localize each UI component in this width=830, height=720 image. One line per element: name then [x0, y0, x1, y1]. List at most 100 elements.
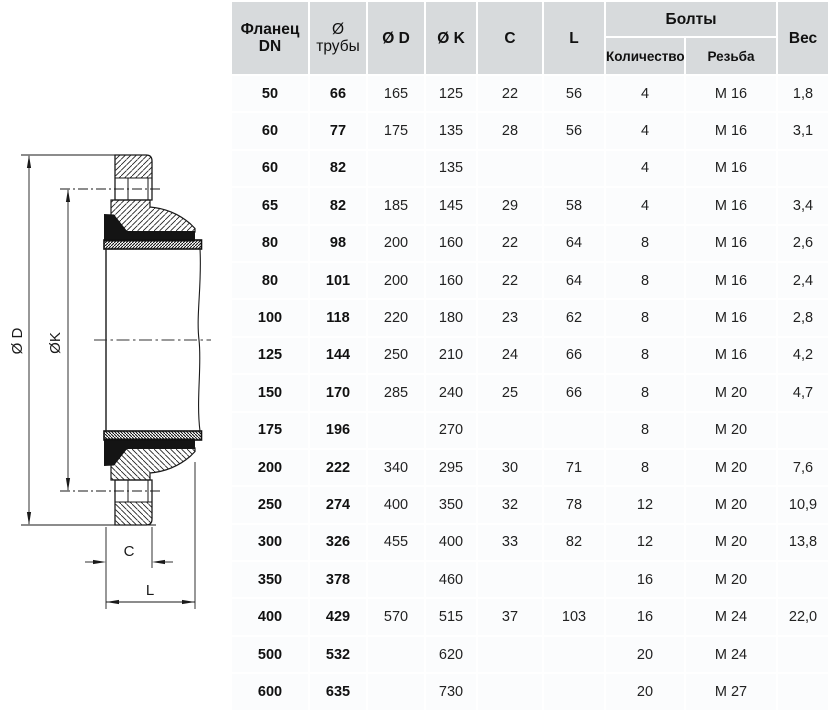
col-header-bolt-thread: Резьба [686, 38, 776, 74]
table-cell: 400 [368, 487, 424, 523]
table-row: 300 326 455 400 33 82 12 M 20 13,8 [232, 524, 828, 561]
table-cell: 12 [606, 524, 684, 561]
col-header-flange-line1: Фланец [240, 21, 300, 38]
table-row: 250 274 400 350 32 78 12 M 20 10,9 [232, 487, 828, 523]
table-cell: 8 [606, 375, 684, 411]
table-cell [544, 150, 604, 187]
table-row: 50 66 165 125 22 56 4 M 16 1,8 [232, 76, 828, 112]
col-header-c: C [478, 2, 542, 74]
table-cell: 7,6 [778, 449, 828, 486]
table-cell: 125 [426, 76, 476, 112]
table-cell: 730 [426, 674, 476, 710]
table-cell: 66 [544, 337, 604, 374]
table-cell: 80 [232, 225, 308, 261]
table-cell: 12 [606, 487, 684, 523]
table-cell: 3,1 [778, 113, 828, 149]
table-cell: 326 [310, 524, 366, 561]
table-cell [368, 636, 424, 673]
table-cell: 4 [606, 76, 684, 112]
table-cell: M 16 [686, 225, 776, 261]
table-header: Фланец DN Ø трубы Ø D Ø K C L Болты Вес … [232, 2, 828, 74]
table-cell: 64 [544, 225, 604, 261]
table-cell: 340 [368, 449, 424, 486]
table-cell: M 20 [686, 524, 776, 561]
table-row: 100 118 220 180 23 62 8 M 16 2,8 [232, 300, 828, 336]
dimension-l [106, 462, 196, 609]
table-cell: 4 [606, 113, 684, 149]
table-cell: 180 [426, 300, 476, 336]
table-cell: 144 [310, 337, 366, 374]
flange-section-drawing: Ø D ØK C L [9, 154, 211, 609]
table-cell: 250 [232, 487, 308, 523]
table-cell: 500 [232, 636, 308, 673]
table-cell [778, 150, 828, 187]
table-cell: 16 [606, 599, 684, 635]
table-cell: 37 [478, 599, 542, 635]
table-cell: 20 [606, 636, 684, 673]
table-cell [478, 674, 542, 710]
table-cell: M 20 [686, 449, 776, 486]
dimension-od [21, 154, 156, 526]
table-cell: 2,8 [778, 300, 828, 336]
pipe-section [94, 248, 211, 432]
table-cell: 210 [426, 337, 476, 374]
table-row: 60 82 135 4 M 16 [232, 150, 828, 187]
table-cell: 33 [478, 524, 542, 561]
table-row: 125 144 250 210 24 66 8 M 16 4,2 [232, 337, 828, 374]
flange-upper-section [103, 154, 203, 250]
table-cell: 56 [544, 113, 604, 149]
table-cell: 240 [426, 375, 476, 411]
table-row: 60 77 175 135 28 56 4 M 16 3,1 [232, 113, 828, 149]
table-cell: M 16 [686, 300, 776, 336]
table-cell: 160 [426, 262, 476, 299]
table-cell: 270 [426, 412, 476, 448]
table-cell: 165 [368, 76, 424, 112]
table-row: 65 82 185 145 29 58 4 M 16 3,4 [232, 188, 828, 224]
col-header-pipe-line1: Ø [331, 21, 345, 38]
table-cell: M 16 [686, 337, 776, 374]
table-cell: M 20 [686, 412, 776, 448]
table-cell: 125 [232, 337, 308, 374]
table-cell: 82 [310, 188, 366, 224]
table-cell: 455 [368, 524, 424, 561]
dim-label-ok: ØK [47, 332, 64, 354]
table-cell: 1,8 [778, 76, 828, 112]
col-header-pipe-line2: трубы [316, 38, 360, 55]
dim-label-od: Ø D [9, 328, 26, 355]
flange-dimensions-table: Фланец DN Ø трубы Ø D Ø K C L Болты Вес … [230, 0, 830, 712]
table-cell: 185 [368, 188, 424, 224]
table-cell [544, 412, 604, 448]
dim-label-l: L [146, 582, 154, 599]
table-cell: 13,8 [778, 524, 828, 561]
table-cell: 66 [310, 76, 366, 112]
table-cell: M 16 [686, 113, 776, 149]
table-cell: 620 [426, 636, 476, 673]
table-cell: 285 [368, 375, 424, 411]
table-cell: 175 [232, 412, 308, 448]
table-cell: 23 [478, 300, 542, 336]
table-cell: 22 [478, 76, 542, 112]
table-cell: 62 [544, 300, 604, 336]
table-cell: M 16 [686, 76, 776, 112]
table-cell [368, 150, 424, 187]
table-cell: 200 [368, 262, 424, 299]
table-cell: 60 [232, 150, 308, 187]
table-cell: 103 [544, 599, 604, 635]
table-cell: 22,0 [778, 599, 828, 635]
table-cell: 82 [544, 524, 604, 561]
col-header-bolt-qty: Количество [606, 38, 685, 74]
table-cell: 300 [232, 524, 308, 561]
col-header-bolts: Болты [606, 2, 776, 36]
table-cell [544, 674, 604, 710]
table-cell: 8 [606, 300, 684, 336]
table-cell: 8 [606, 449, 684, 486]
table-row: 400 429 570 515 37 103 16 M 24 22,0 [232, 599, 828, 635]
table-cell: 532 [310, 636, 366, 673]
table-cell: 135 [426, 113, 476, 149]
table-cell: 4 [606, 188, 684, 224]
table-cell: 77 [310, 113, 366, 149]
table-cell: 196 [310, 412, 366, 448]
table-cell: 32 [478, 487, 542, 523]
table-cell: 4,7 [778, 375, 828, 411]
